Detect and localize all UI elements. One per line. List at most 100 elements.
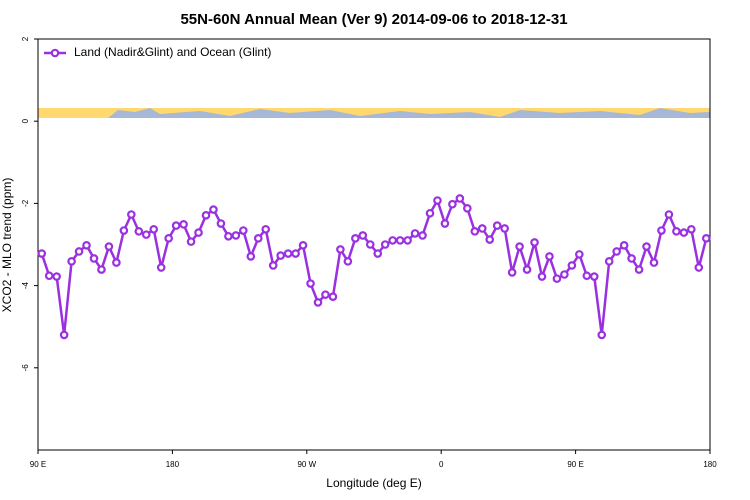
data-point [52, 272, 61, 281]
data-point [463, 204, 472, 213]
data-point [89, 254, 99, 263]
data-point [336, 245, 345, 254]
data-point [537, 272, 547, 281]
data-point [425, 208, 435, 218]
data-point [649, 258, 659, 267]
data-point [403, 236, 412, 245]
data-point [418, 231, 427, 240]
data-point [298, 241, 308, 250]
data-point [701, 234, 711, 243]
data-point [687, 224, 696, 234]
data-point [328, 292, 338, 301]
data-point [268, 261, 278, 270]
data-point [612, 247, 621, 256]
x-tick-label: 180 [703, 460, 717, 469]
x-tick-label: 90 W [297, 460, 316, 469]
data-point [209, 205, 218, 214]
data-point [343, 257, 353, 266]
y-tick-label: -6 [21, 364, 30, 372]
data-point [664, 210, 674, 219]
legend-label: Land (Nadir&Glint) and Ocean (Glint) [74, 45, 271, 59]
data-point [119, 226, 129, 235]
data-point [156, 263, 166, 272]
y-tick-label: 2 [21, 36, 30, 41]
data-point [283, 249, 293, 258]
data-point [164, 234, 173, 243]
data-point [171, 221, 181, 230]
data-point [276, 251, 285, 260]
y-axis-label: XCO2 - MLO trend (ppm) [0, 178, 14, 313]
data-point [134, 227, 144, 236]
data-point [455, 194, 465, 203]
data-point [313, 298, 323, 307]
plot-frame [37, 38, 711, 451]
data-point [59, 330, 69, 340]
data-point [634, 265, 644, 274]
x-tick-label: 90 E [30, 460, 46, 469]
data-point [515, 242, 524, 251]
x-tick-label: 90 E [567, 460, 583, 469]
data-point [679, 228, 689, 237]
data-point [567, 261, 577, 270]
data-point [552, 274, 562, 283]
data-point [179, 220, 188, 229]
data-point [380, 240, 390, 249]
data-point [560, 270, 569, 279]
data-point [627, 254, 636, 263]
data-point [44, 271, 54, 281]
data-point [657, 226, 666, 235]
chart-title: 55N-60N Annual Mean (Ver 9) 2014-09-06 t… [180, 11, 567, 28]
data-point [395, 236, 405, 245]
data-point [470, 227, 480, 236]
data-point [522, 265, 532, 274]
data-point [246, 252, 256, 261]
data-point [672, 227, 681, 236]
data-point [358, 231, 368, 240]
data-point [37, 249, 47, 258]
x-tick-label: 180 [166, 460, 180, 469]
data-point [186, 237, 196, 246]
data-point [104, 242, 114, 251]
data-point [492, 221, 502, 230]
data-point [642, 242, 651, 251]
y-tick-label: -4 [21, 281, 30, 289]
data-point [127, 210, 136, 219]
data-point [582, 271, 592, 281]
data-line [40, 196, 708, 336]
data-point [589, 272, 599, 281]
x-axis-label: Longitude (deg E) [326, 476, 421, 490]
data-point [433, 196, 442, 205]
data-point [291, 249, 300, 258]
data-point [82, 241, 91, 250]
data-point [477, 224, 487, 233]
data-point [261, 224, 271, 234]
data-point [224, 231, 233, 241]
data-point [306, 279, 315, 288]
data-point [485, 235, 495, 244]
data-point [231, 231, 241, 240]
data-point [597, 330, 607, 340]
data-point [239, 226, 248, 235]
data-point [97, 265, 106, 274]
data-point [500, 224, 509, 233]
data-point [74, 247, 84, 256]
data-point [201, 211, 211, 220]
data-point [216, 219, 226, 228]
data-point [448, 199, 457, 209]
data-point [373, 249, 383, 258]
x-tick-label: 0 [439, 460, 444, 469]
data-point [194, 228, 203, 237]
legend-marker [50, 48, 60, 58]
data-point [575, 250, 584, 259]
data-point [351, 234, 360, 243]
data-point [507, 268, 517, 277]
data-point [410, 229, 420, 238]
data-point [694, 263, 704, 272]
map-strip [38, 108, 710, 118]
data-point [253, 234, 263, 243]
data-point [67, 257, 76, 266]
data-point [619, 241, 629, 250]
data-point [545, 252, 554, 261]
data-point [112, 258, 121, 267]
